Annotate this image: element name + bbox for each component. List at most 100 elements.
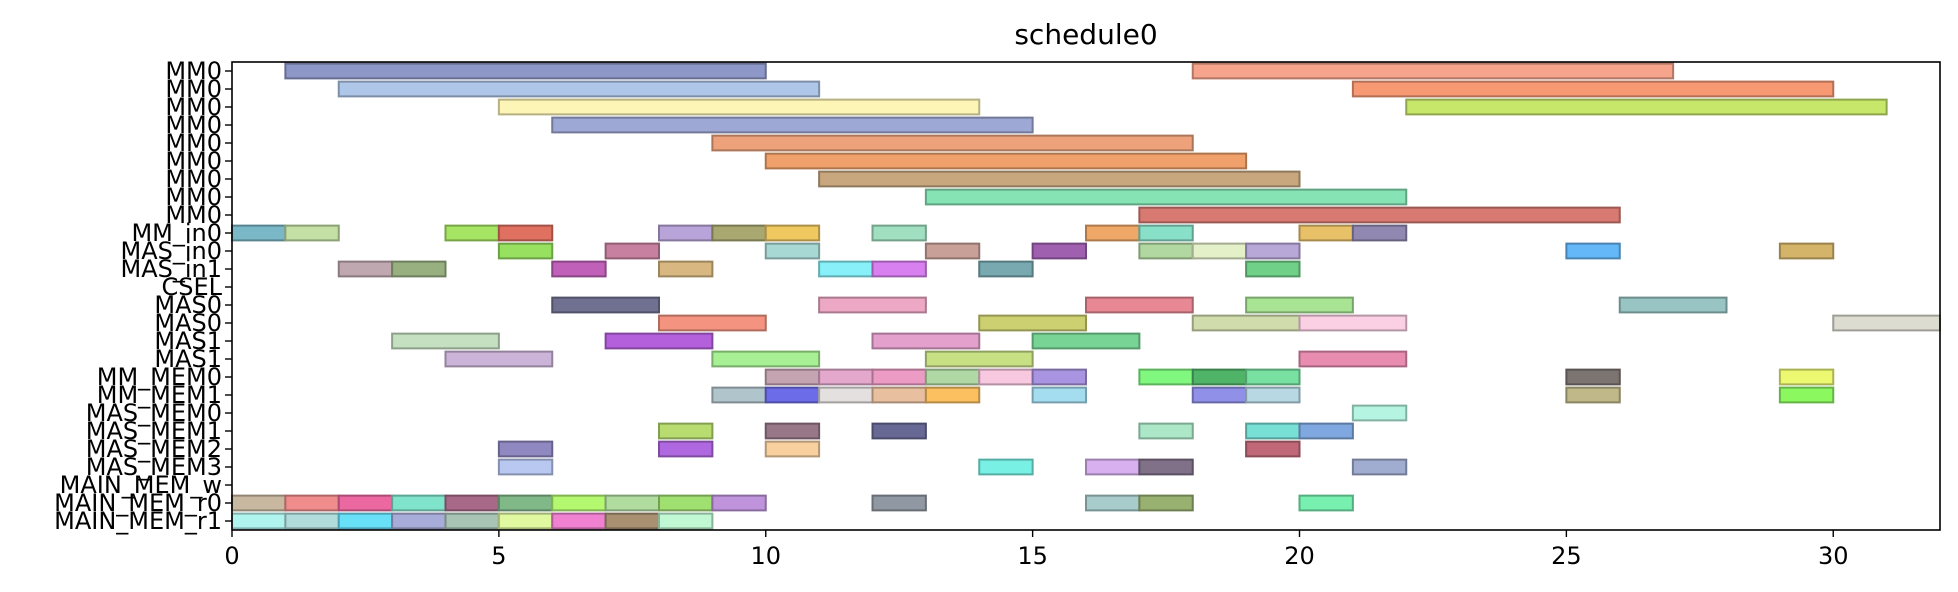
task-bar — [712, 388, 765, 403]
x-tick-label: 20 — [1284, 542, 1315, 570]
task-bar — [712, 136, 1192, 151]
task-bar — [766, 424, 819, 439]
task-bar — [659, 442, 712, 457]
task-bar — [873, 226, 926, 241]
task-bar — [819, 262, 872, 277]
task-bar — [339, 82, 819, 97]
task-bar — [1300, 226, 1353, 241]
task-bar — [339, 496, 392, 511]
task-bar — [552, 298, 659, 313]
task-bar — [819, 388, 872, 403]
task-bar — [606, 244, 659, 259]
x-tick-label: 15 — [1017, 542, 1048, 570]
task-bar — [552, 514, 605, 529]
task-bar — [659, 226, 712, 241]
task-bar — [659, 316, 766, 331]
x-axis: 0 5 10 15 20 25 30 — [224, 530, 1848, 570]
task-bar — [712, 496, 765, 511]
task-bar — [1566, 370, 1619, 385]
task-bar — [1086, 496, 1139, 511]
task-bar — [1300, 352, 1407, 367]
task-bar — [552, 118, 1032, 133]
task-bar — [1033, 370, 1086, 385]
task-bar — [712, 226, 765, 241]
task-bar — [1139, 226, 1192, 241]
task-bar — [392, 514, 445, 529]
task-bar — [1246, 298, 1353, 313]
task-bar — [712, 352, 819, 367]
task-bar — [819, 370, 872, 385]
task-bar — [1086, 298, 1193, 313]
task-bar — [1139, 496, 1192, 511]
task-bar — [1193, 64, 1673, 79]
task-bar — [873, 370, 926, 385]
task-bar — [873, 262, 926, 277]
task-bar — [1406, 100, 1886, 115]
task-bar — [552, 262, 605, 277]
task-bar — [446, 352, 553, 367]
task-bar — [819, 298, 926, 313]
x-tick-label: 25 — [1551, 542, 1582, 570]
x-tick-label: 5 — [491, 542, 506, 570]
task-bar — [819, 172, 1299, 187]
task-bar — [285, 64, 765, 79]
task-bar — [926, 190, 1406, 205]
task-bar — [873, 334, 980, 349]
task-bar — [446, 496, 499, 511]
task-bar — [499, 244, 552, 259]
task-bar — [606, 334, 713, 349]
task-bar — [1300, 496, 1353, 511]
task-bar — [979, 316, 1086, 331]
task-bar — [446, 226, 499, 241]
task-bar — [659, 424, 712, 439]
task-bar — [926, 244, 979, 259]
task-bar — [285, 514, 338, 529]
x-tick-label: 0 — [224, 542, 239, 570]
task-bar — [446, 514, 499, 529]
task-bar — [339, 514, 392, 529]
task-bar — [1353, 82, 1833, 97]
task-bar — [1300, 424, 1353, 439]
task-bar — [766, 226, 819, 241]
task-bar — [766, 244, 819, 259]
task-bar — [1566, 244, 1619, 259]
task-bar — [1033, 388, 1086, 403]
task-bar — [1139, 244, 1192, 259]
task-bar — [499, 460, 552, 475]
task-bar — [285, 226, 338, 241]
task-bar — [232, 226, 285, 241]
task-bar — [1193, 316, 1300, 331]
task-bar — [766, 370, 819, 385]
task-bar — [499, 514, 552, 529]
task-bar — [1086, 460, 1139, 475]
task-bar — [1193, 388, 1246, 403]
task-bar — [1780, 244, 1833, 259]
task-bar — [606, 514, 659, 529]
task-bar — [659, 496, 712, 511]
y-tick-label: MAIN_MEM_r1 — [54, 507, 222, 535]
task-bar — [1780, 388, 1833, 403]
task-bar — [1833, 316, 1940, 331]
task-bar — [1780, 370, 1833, 385]
task-bar — [1139, 460, 1192, 475]
task-bar — [873, 388, 926, 403]
task-bar — [1353, 226, 1406, 241]
task-bar — [1246, 388, 1299, 403]
x-tick-label: 10 — [750, 542, 781, 570]
task-bar — [392, 262, 445, 277]
task-bar — [873, 496, 926, 511]
task-bar — [1246, 262, 1299, 277]
task-bar — [873, 424, 926, 439]
task-bar — [339, 262, 392, 277]
task-bar — [499, 100, 979, 115]
task-bar — [659, 262, 712, 277]
task-bar — [606, 496, 659, 511]
task-bar — [499, 442, 552, 457]
task-bar — [1193, 370, 1246, 385]
chart-title: schedule0 — [1014, 18, 1157, 51]
task-bar — [659, 514, 712, 529]
task-bar — [1300, 316, 1407, 331]
task-bar — [1033, 244, 1086, 259]
task-bar — [1246, 244, 1299, 259]
